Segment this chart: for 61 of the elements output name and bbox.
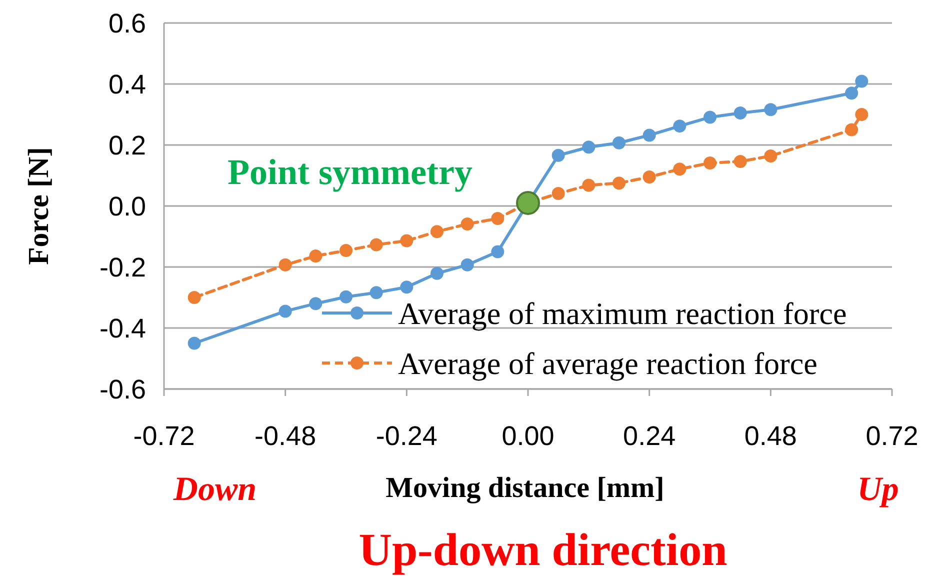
x-tick-label: 0.48	[744, 421, 797, 451]
point	[845, 86, 858, 100]
point	[552, 148, 565, 162]
x-axis-title: Moving distance [mm]	[386, 472, 664, 504]
point	[673, 120, 686, 133]
y-tick-label: 0.4	[108, 69, 146, 100]
point	[278, 304, 292, 318]
point	[400, 234, 414, 248]
point	[430, 266, 444, 280]
point	[552, 186, 565, 200]
point	[188, 291, 201, 304]
point	[370, 286, 383, 300]
point	[400, 280, 414, 294]
point	[642, 170, 656, 184]
point	[309, 297, 322, 310]
point	[370, 238, 383, 252]
point	[278, 258, 292, 272]
point	[734, 154, 747, 168]
point	[704, 110, 716, 124]
point	[642, 128, 656, 142]
x-tick-label: 0.24	[623, 421, 676, 451]
point	[855, 108, 868, 121]
point	[612, 176, 626, 190]
y-tick-label: -0.4	[99, 313, 146, 344]
y-tick-label: -0.2	[99, 252, 146, 282]
point	[764, 149, 778, 162]
point	[516, 190, 540, 215]
point	[460, 217, 474, 230]
point	[491, 245, 504, 258]
legend-label: Average of maximum reaction force	[398, 296, 847, 331]
point	[430, 225, 444, 238]
point	[340, 244, 352, 258]
y-tick-label: 0.6	[108, 8, 146, 38]
point	[188, 336, 201, 350]
point	[845, 123, 858, 136]
text: Up-down direction	[358, 524, 728, 575]
y-tick-label: -0.6	[99, 374, 146, 404]
point	[340, 290, 352, 304]
x-tick-label: -0.72	[133, 421, 195, 451]
x-tick-label: 0.72	[866, 421, 918, 451]
annotation: Point symmetry	[228, 152, 472, 192]
y-tick-label: 0.0	[108, 191, 146, 222]
point	[582, 140, 596, 154]
x-tick-label: -0.48	[254, 421, 316, 451]
point	[734, 106, 747, 120]
point	[612, 136, 626, 150]
y-tick-label: 0.2	[108, 130, 146, 160]
point	[673, 162, 686, 176]
text: Up	[857, 471, 899, 508]
legend-label: Average of average reaction force	[398, 346, 818, 381]
point	[460, 258, 474, 272]
point	[491, 212, 504, 226]
point	[704, 156, 716, 170]
point	[309, 250, 322, 263]
point	[855, 74, 868, 88]
point	[764, 103, 778, 116]
x-tick-label: -0.24	[376, 421, 438, 451]
text: Down	[172, 471, 257, 508]
x-tick-label: 0.00	[502, 421, 554, 451]
y-axis-title: Force [N]	[23, 147, 55, 265]
point	[582, 178, 596, 192]
